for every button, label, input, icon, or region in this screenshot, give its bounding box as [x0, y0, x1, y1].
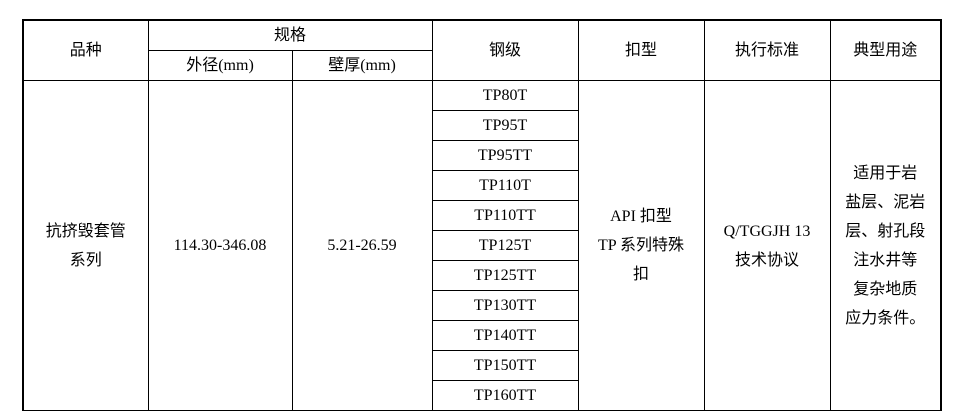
table-row: 抗挤毁套管 系列 114.30-346.08 5.21-26.59 TP80T …	[22, 80, 942, 411]
cell-steel-grade: TP80T	[431, 80, 579, 111]
cell-steel-grade: TP110T	[431, 170, 579, 201]
cell-steel-grade: TP130TT	[431, 290, 579, 321]
cell-product: 抗挤毁套管 系列	[22, 80, 149, 411]
header-wall-thickness: 壁厚(mm)	[291, 50, 433, 81]
cell-steel-grade: TP125TT	[431, 260, 579, 291]
header-thread-type: 扣型	[577, 19, 705, 81]
cell-outer-diameter: 114.30-346.08	[147, 80, 293, 411]
header-row-top: 品种 规格 钢级 扣型 执行标准 典型用途	[22, 19, 942, 81]
table-row: TP110T	[23, 170, 941, 201]
header-steel-grade: 钢级	[431, 19, 579, 81]
cell-steel-grade: TP95TT	[431, 140, 579, 171]
cell-standard: Q/TGGJH 13 技术协议	[703, 80, 831, 411]
table-row: TP95TT	[23, 140, 941, 171]
table-row: TP110TT	[23, 200, 941, 231]
table-row: TP160TT	[23, 380, 941, 411]
header-typical-use: 典型用途	[829, 19, 942, 81]
header-outer-diameter: 外径(mm)	[147, 50, 293, 81]
casing-spec-table: 品种 规格 钢级 扣型 执行标准 典型用途 外径(mm) 壁厚(mm) 抗挤毁套…	[22, 19, 943, 411]
table-row: TP150TT	[23, 350, 941, 381]
table-row: TP125T	[23, 230, 941, 261]
cell-steel-grade: TP125T	[431, 230, 579, 261]
header-product: 品种	[22, 19, 149, 81]
cell-steel-grade: TP95T	[431, 110, 579, 141]
header-standard: 执行标准	[703, 19, 831, 81]
table-row: TP130TT	[23, 290, 941, 321]
cell-thread-type: API 扣型 TP 系列特殊 扣	[577, 80, 705, 411]
cell-steel-grade: TP160TT	[431, 380, 579, 411]
header-row-sub: 外径(mm) 壁厚(mm)	[23, 50, 941, 81]
cell-steel-grade: TP150TT	[431, 350, 579, 381]
cell-steel-grade: TP140TT	[431, 320, 579, 351]
cell-typical-use: 适用于岩 盐层、泥岩 层、射孔段 注水井等 复杂地质 应力条件。	[829, 80, 942, 411]
table-row: TP125TT	[23, 260, 941, 291]
header-spec: 规格	[147, 19, 433, 51]
cell-wall-thickness: 5.21-26.59	[291, 80, 433, 411]
cell-steel-grade: TP110TT	[431, 200, 579, 231]
table-row: TP140TT	[23, 320, 941, 351]
